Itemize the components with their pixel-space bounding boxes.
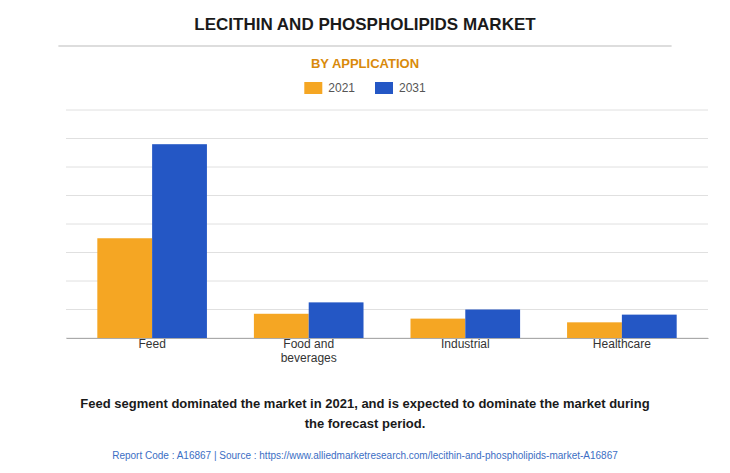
series [152, 144, 677, 338]
text-line: beverages [281, 351, 337, 365]
legend: 2021 2031 [304, 81, 426, 95]
grid [66, 110, 708, 338]
footer-text: Feed segment dominated the market in 202… [80, 396, 649, 431]
bar [309, 302, 364, 338]
text-line: Feed [138, 337, 165, 351]
chart-svg: LECITHIN AND PHOSPHOLIPIDS MARKET BY APPL… [0, 0, 730, 473]
bar [567, 322, 622, 338]
x-tick-label: Food andbeverages [281, 337, 337, 365]
text-line: Feed segment dominated the market in 202… [80, 396, 649, 411]
text-line: Industrial [441, 337, 490, 351]
x-tick-label: Feed [138, 337, 165, 351]
text-line: Healthcare [593, 337, 651, 351]
bar [152, 144, 207, 338]
x-tick-label: Industrial [441, 337, 490, 351]
bar [465, 310, 520, 339]
grid-line [66, 138, 708, 139]
text-line: the forecast period. [305, 416, 426, 431]
legend-swatch [375, 82, 393, 94]
legend-label: 2031 [399, 81, 426, 95]
x-tick-label: Healthcare [593, 337, 651, 351]
legend-swatch [304, 82, 322, 94]
grid-line [66, 110, 708, 111]
legend-item: 2021 [304, 81, 355, 95]
report-text: Report Code : A16867 | Source : https://… [112, 450, 618, 461]
x-tick: Industrial [441, 337, 490, 351]
x-tick: Food andbeverages [281, 337, 337, 365]
subtitle: BY APPLICATION [311, 56, 419, 71]
plot: Feed Food andbeverages Industrial Healthcar… [66, 110, 709, 365]
separator [58, 46, 671, 47]
bar [97, 238, 152, 338]
bar [254, 314, 309, 338]
x-tick: Healthcare [593, 337, 651, 351]
legend-item: 2031 [375, 81, 426, 95]
bar [622, 315, 677, 338]
x-tick: Feed [138, 337, 165, 351]
bar [410, 319, 465, 338]
chart-container: LECITHIN AND PHOSPHOLIPIDS MARKET BY APPL… [0, 0, 730, 473]
text-line: Report Code : A16867 | Source : https://… [112, 450, 618, 461]
legend-label: 2021 [328, 81, 355, 95]
text-line: Food and [283, 337, 334, 351]
bars [97, 144, 676, 338]
x-axis: Feed Food andbeverages Industrial Healthcar… [67, 337, 709, 365]
title: LECITHIN AND PHOSPHOLIPIDS MARKET [194, 15, 536, 34]
